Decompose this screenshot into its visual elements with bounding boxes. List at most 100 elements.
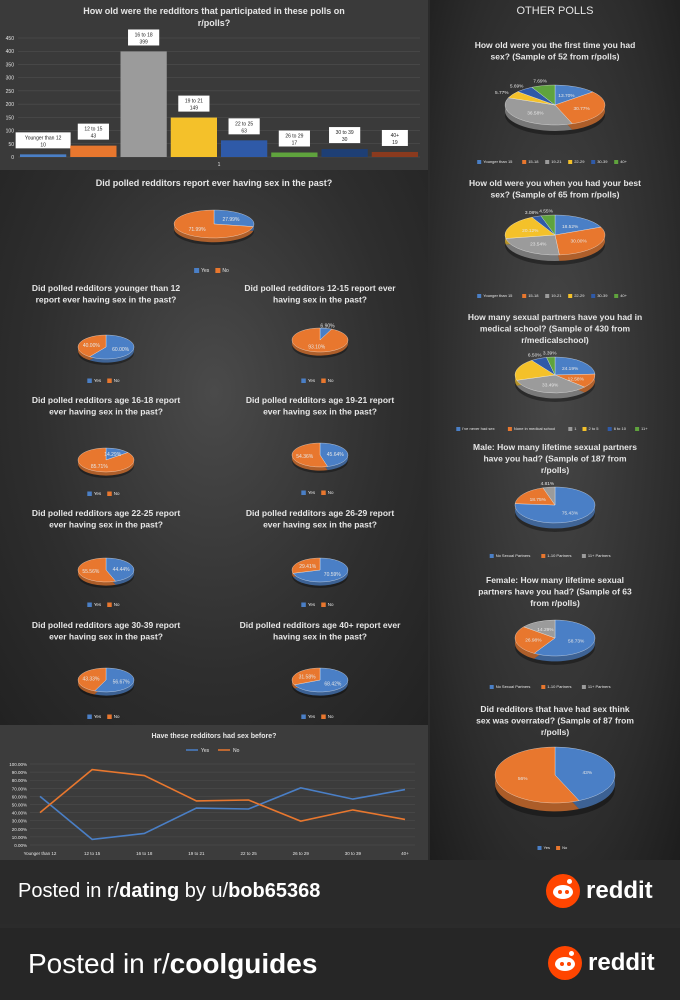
a16-legend-swatch bbox=[107, 491, 112, 496]
best-legend-swatch bbox=[477, 294, 482, 298]
a22-legend-item: No bbox=[114, 602, 120, 607]
a26-pie-slice-0 bbox=[292, 557, 349, 583]
bar-data-value: 19 bbox=[392, 140, 398, 146]
first-pie-label: 7.69% bbox=[533, 79, 547, 85]
overrated-pie-title: r/polls) bbox=[541, 727, 570, 737]
bar-data-label-box bbox=[128, 29, 160, 46]
line-x-tick: 26 to 29 bbox=[293, 851, 310, 856]
med-pie-title: medical school? (Sample of 430 from bbox=[480, 324, 631, 334]
line-y-tick: 40.00% bbox=[12, 811, 27, 816]
best-pie-label: 3.08% bbox=[525, 210, 539, 216]
med-pie-label: 12.58% bbox=[568, 376, 585, 382]
bar-data-label-box bbox=[278, 130, 310, 147]
line-legend-yes: Yes bbox=[201, 748, 210, 754]
a40-pie-title: having sex in the past? bbox=[273, 632, 367, 642]
med-pie-title: r/medicalschool) bbox=[521, 335, 589, 345]
first-pie-label: 5.77% bbox=[495, 90, 509, 96]
a19-pie-slice-0 bbox=[319, 442, 349, 467]
first-pie-label: 36.58% bbox=[527, 111, 544, 117]
med-legend-swatch bbox=[582, 427, 587, 431]
a30-legend-item: No bbox=[114, 714, 120, 719]
line-legend-no: No bbox=[233, 748, 240, 754]
med-legend-swatch bbox=[635, 427, 640, 431]
overrated-legend-swatch bbox=[556, 846, 561, 850]
u12-pie-label: 60.00% bbox=[112, 347, 130, 353]
bar-data-label: 30 to 39 bbox=[336, 130, 354, 136]
first-legend-item: 40+ bbox=[620, 159, 627, 164]
first-pie-slice-2 bbox=[504, 97, 573, 126]
a22-pie-slice-0 bbox=[105, 557, 135, 582]
a22-pie-title: ever having sex in the past? bbox=[49, 520, 163, 530]
line-y-tick: 50.00% bbox=[12, 803, 27, 808]
bar-data-value: 10 bbox=[40, 142, 46, 148]
a30-pie-title: Did polled redditors age 30-39 report bbox=[32, 620, 180, 630]
a22-pie-label: 44.44% bbox=[113, 567, 131, 573]
best-legend-swatch bbox=[545, 294, 550, 298]
a12-pie-label: 6.90% bbox=[320, 323, 335, 329]
all-legend-swatch bbox=[215, 268, 221, 273]
bar-5 bbox=[271, 152, 318, 157]
a26-pie-label: 70.59% bbox=[324, 572, 342, 578]
all-legend-item: No bbox=[222, 268, 229, 274]
male-legend-item: 1-10 Partners bbox=[547, 553, 571, 558]
line-x-tick: 30 to 39 bbox=[345, 851, 362, 856]
first-legend-swatch bbox=[568, 160, 573, 164]
a16-pie-title: Did polled redditors age 16-18 report bbox=[32, 395, 180, 405]
male-pie-slice-1 bbox=[514, 487, 556, 506]
med-pie-slice-2 bbox=[516, 374, 585, 394]
best-pie-slice-3 bbox=[504, 217, 556, 239]
best-legend-item: 40+ bbox=[620, 293, 627, 298]
a40-legend-swatch bbox=[301, 714, 306, 719]
first-legend-item: 30-39 bbox=[597, 159, 608, 164]
bar-3 bbox=[170, 117, 217, 157]
a16-pie-slice-1 bbox=[77, 447, 135, 473]
a19-legend-swatch bbox=[301, 490, 306, 495]
best-pie-label: 4.55% bbox=[539, 208, 553, 214]
overrated-pie-title: sex was overrated? (Sample of 87 from bbox=[476, 716, 634, 726]
med-legend-swatch bbox=[607, 427, 612, 431]
bar-y-tick: 350 bbox=[6, 62, 15, 68]
a16-pie-label: 85.71% bbox=[91, 464, 109, 470]
male-pie-title: have you had? (Sample of 187 from bbox=[483, 454, 627, 464]
bar-4 bbox=[221, 140, 268, 157]
a19-pie-title: ever having sex in the past? bbox=[263, 407, 377, 417]
female-pie-title: Female: How many lifetime sexual bbox=[486, 575, 624, 585]
bar-data-label-box bbox=[381, 129, 408, 146]
line-y-tick: 0.00% bbox=[14, 843, 27, 848]
female-pie-label: 26.98% bbox=[525, 638, 542, 644]
overrated-legend-item: Yes bbox=[544, 845, 551, 850]
male-pie-label: 4.81% bbox=[541, 481, 555, 487]
bar-data-label: 22 to 25 bbox=[235, 121, 253, 127]
overrated-pie-slice-0 bbox=[554, 746, 616, 801]
all-pie-label: 71.99% bbox=[189, 227, 207, 233]
pie-grid-panel bbox=[0, 170, 428, 725]
u12-legend-item: No bbox=[114, 378, 120, 383]
first-legend-swatch bbox=[591, 160, 596, 164]
a19-pie-label: 54.36% bbox=[296, 454, 314, 460]
a40-pie-label: 31.58% bbox=[299, 674, 317, 680]
best-pie-label: 30.00% bbox=[570, 239, 587, 245]
line-x-tick: 22 to 25 bbox=[240, 851, 257, 856]
overrated-pie-label: 43% bbox=[582, 770, 592, 776]
med-pie-slice-3 bbox=[514, 360, 556, 381]
best-legend-swatch bbox=[522, 294, 527, 298]
bar-data-label-box bbox=[178, 95, 210, 112]
first-pie-label: 13.70% bbox=[558, 93, 575, 99]
male-pie-title: Male: How many lifetime sexual partners bbox=[473, 442, 637, 452]
med-pie-label: 3.39% bbox=[543, 351, 557, 357]
bar-y-tick: 150 bbox=[6, 115, 15, 121]
female-legend-item: 11+ Partners bbox=[588, 684, 611, 689]
a22-pie-title: Did polled redditors age 22-25 report bbox=[32, 508, 180, 518]
a26-pie-label: 29.41% bbox=[299, 564, 317, 570]
female-pie-label: 58.73% bbox=[568, 639, 585, 645]
a12-pie-title: Did polled redditors 12-15 report ever bbox=[244, 283, 396, 293]
bar-data-label-box bbox=[228, 118, 260, 135]
line-x-tick: 16 to 18 bbox=[136, 851, 153, 856]
bar-data-label: 26 to 29 bbox=[285, 134, 303, 140]
first-pie-title: How old were you the first time you had bbox=[475, 40, 636, 50]
a12-legend-item: Yes bbox=[308, 378, 316, 383]
med-legend-item: 11+ bbox=[641, 426, 648, 431]
med-legend-swatch bbox=[568, 427, 573, 431]
bar-data-label: Younger than 12 bbox=[25, 135, 62, 141]
a22-legend-item: Yes bbox=[94, 602, 102, 607]
